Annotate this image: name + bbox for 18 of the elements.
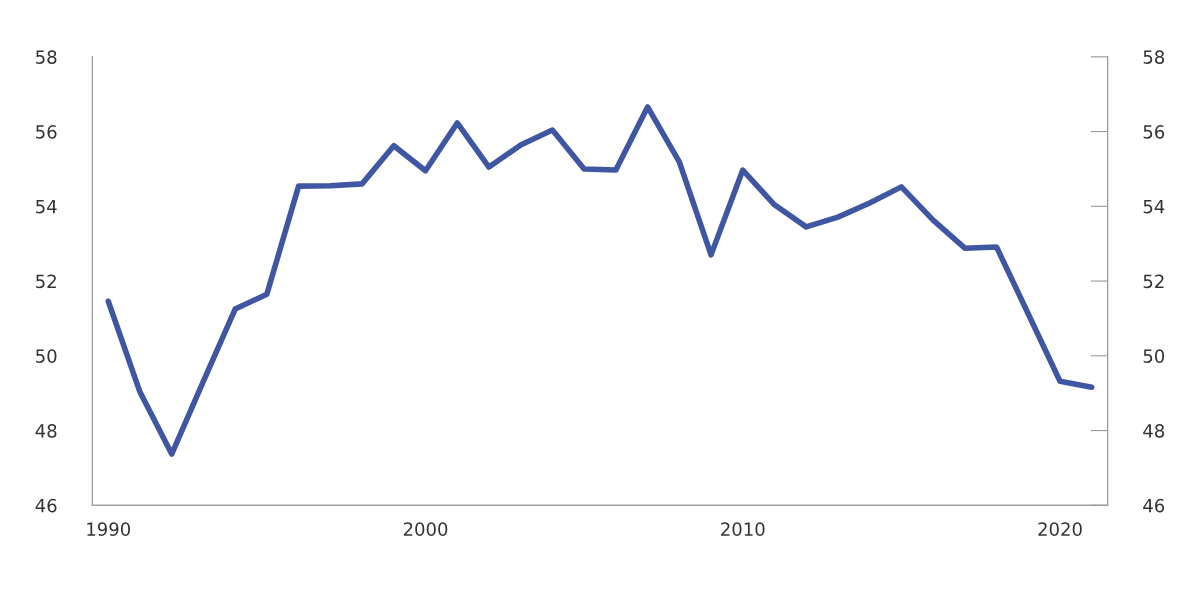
x-tick-label: 2020 <box>1038 522 1082 536</box>
y-tick-label: 58 <box>36 50 57 64</box>
y2-tick-label: 54 <box>1143 200 1165 214</box>
y-tick-label: 56 <box>36 125 57 139</box>
y2-tick-label: 58 <box>1143 50 1165 64</box>
y-tick-label: 54 <box>36 200 57 214</box>
x-tick-label: 2010 <box>721 522 765 536</box>
y2-tick-label: 46 <box>1143 498 1165 513</box>
y2-tick-label: 48 <box>1143 424 1165 438</box>
y-tick-label: 48 <box>35 424 57 438</box>
y2-tick-label: 56 <box>1143 125 1165 139</box>
x-tick-label: 2000 <box>403 522 448 536</box>
x-tick-label: 1990 <box>87 522 131 536</box>
y-tick-label: 46 <box>35 498 57 513</box>
y-tick-label: 50 <box>36 349 57 363</box>
y-tick-label: 52 <box>36 274 56 289</box>
y2-tick-label: 52 <box>1143 274 1164 289</box>
y2-tick-label: 50 <box>1143 349 1165 363</box>
